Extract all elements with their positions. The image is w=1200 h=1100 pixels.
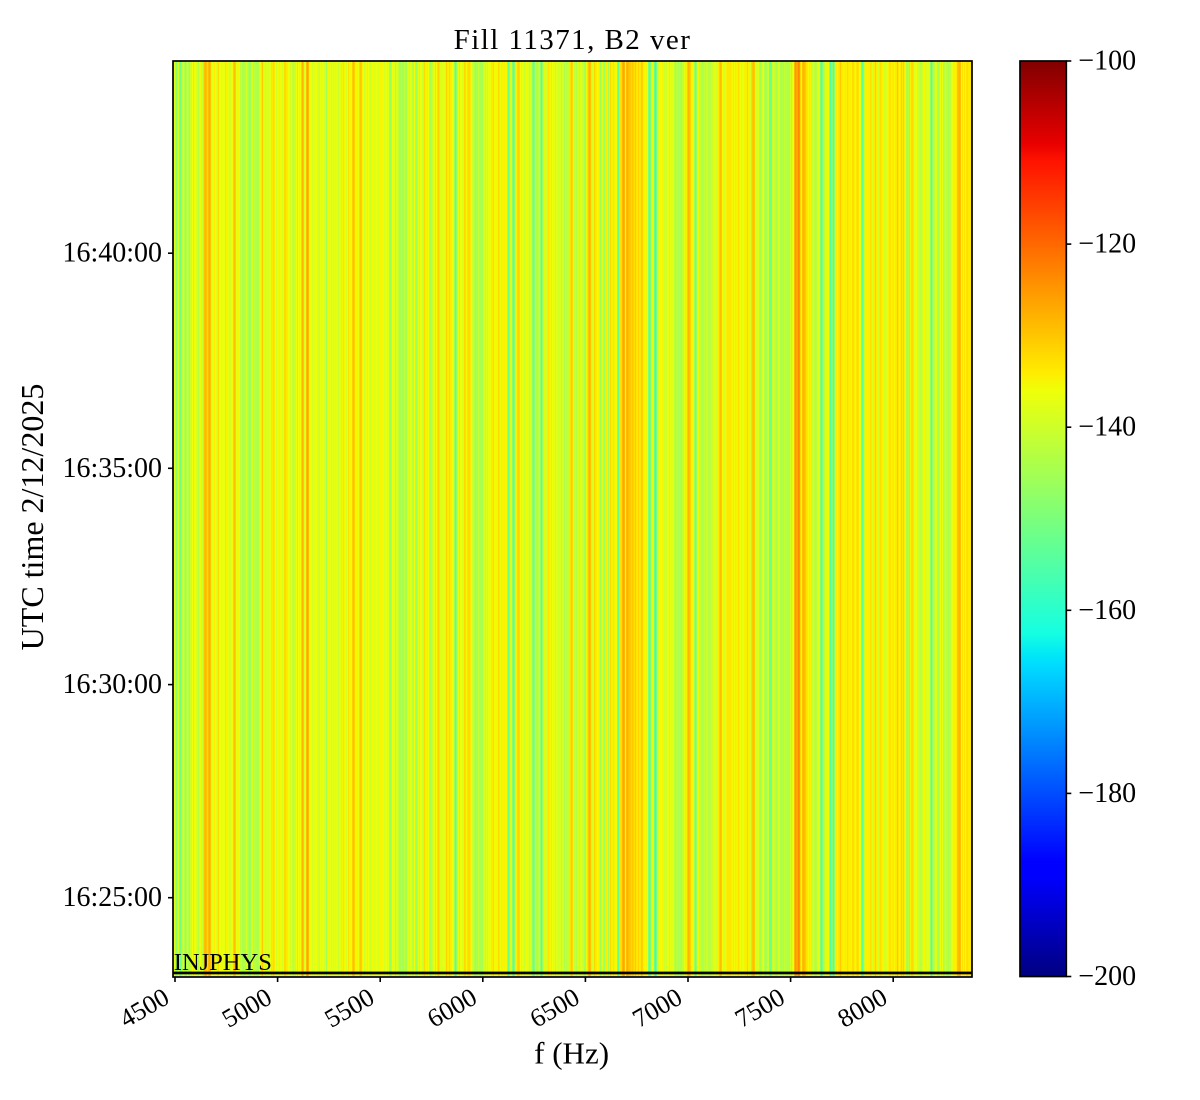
svg-text:6000: 6000 xyxy=(422,982,482,1033)
svg-text:7000: 7000 xyxy=(627,982,687,1033)
svg-text:INJPHYS: INJPHYS xyxy=(174,949,272,976)
svg-text:Fill 11371, B2 ver: Fill 11371, B2 ver xyxy=(454,24,692,56)
svg-text:16:40:00: 16:40:00 xyxy=(62,238,162,269)
svg-text:5000: 5000 xyxy=(217,982,277,1033)
svg-text:4500: 4500 xyxy=(114,982,174,1033)
svg-text:6500: 6500 xyxy=(525,982,585,1033)
svg-text:16:25:00: 16:25:00 xyxy=(62,882,162,913)
svg-text:−140: −140 xyxy=(1078,412,1136,443)
svg-text:16:30:00: 16:30:00 xyxy=(62,669,162,700)
svg-text:UTC time 2/12/2025: UTC time 2/12/2025 xyxy=(14,384,50,651)
svg-text:−120: −120 xyxy=(1078,229,1136,260)
svg-text:7500: 7500 xyxy=(730,982,790,1033)
svg-text:−160: −160 xyxy=(1078,595,1136,626)
svg-text:f (Hz): f (Hz) xyxy=(534,1035,609,1070)
svg-text:8000: 8000 xyxy=(833,982,893,1033)
svg-text:−100: −100 xyxy=(1078,46,1136,77)
svg-text:5500: 5500 xyxy=(320,982,380,1033)
svg-text:16:35:00: 16:35:00 xyxy=(62,453,162,484)
svg-text:−200: −200 xyxy=(1078,961,1136,992)
svg-text:−180: −180 xyxy=(1078,778,1136,809)
